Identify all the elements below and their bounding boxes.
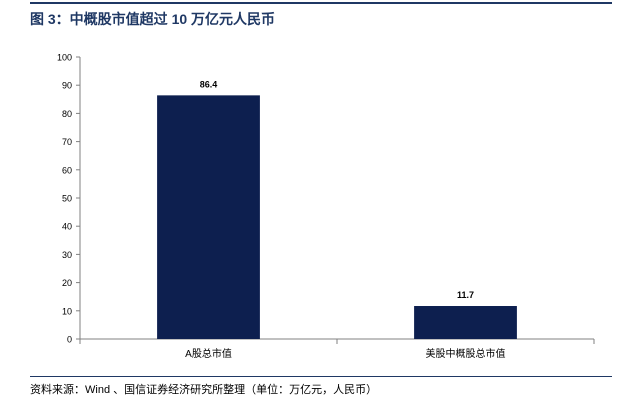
y-tick-label: 70 [62, 137, 72, 147]
x-category-label: 美股中概股总市值 [426, 347, 506, 360]
y-tick-label: 40 [62, 222, 72, 232]
figure-title: 图 3：中概股市值超过 10 万亿元人民币 [30, 11, 276, 27]
x-axis: A股总市值 美股中概股总市值 [79, 338, 595, 360]
y-tick-label: 90 [62, 81, 72, 91]
bars [157, 95, 517, 340]
data-label: 11.7 [457, 290, 474, 300]
data-label: 86.4 [200, 79, 218, 89]
bar [414, 306, 517, 339]
y-tick-label: 50 [62, 194, 72, 204]
y-tick-label: 20 [62, 278, 72, 288]
y-axis: 0 10 20 30 40 50 60 70 80 90 100 [57, 53, 81, 345]
y-tick-label: 60 [62, 165, 72, 175]
y-tick-label: 80 [62, 109, 72, 119]
y-tick-label: 100 [57, 53, 72, 63]
top-rule [30, 2, 612, 4]
data-labels: 86.4 11.7 [200, 79, 474, 300]
bar-chart: 0 10 20 30 40 50 60 70 80 90 100 A股总市值 美股中概股总市值 86.… [57, 53, 595, 360]
source-note: 资料来源：Wind 、国信证券经济研究所整理（单位：万亿元，人民币） [30, 384, 378, 396]
bottom-rule [30, 376, 612, 377]
y-tick-label: 0 [67, 335, 72, 345]
y-tick-label: 30 [62, 250, 72, 260]
x-category-label: A股总市值 [185, 347, 232, 360]
bar [157, 95, 260, 340]
y-tick-label: 10 [62, 306, 72, 316]
